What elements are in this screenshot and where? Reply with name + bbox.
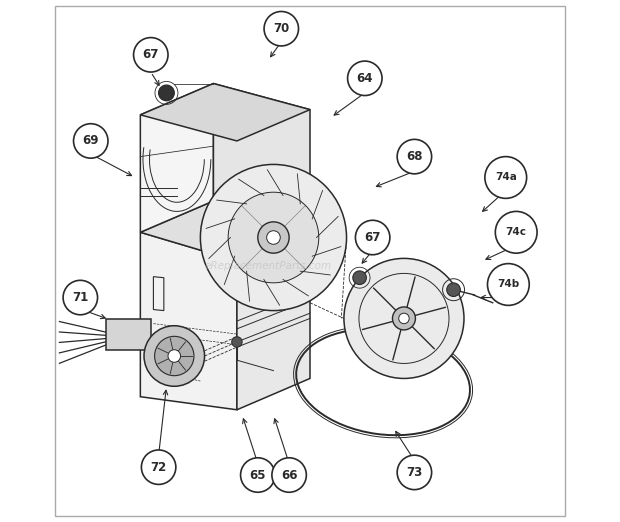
Circle shape [228, 192, 319, 283]
Text: 74b: 74b [497, 279, 520, 290]
Circle shape [154, 336, 194, 376]
Text: 73: 73 [406, 466, 422, 479]
Polygon shape [107, 319, 151, 350]
Circle shape [200, 164, 347, 311]
Circle shape [397, 139, 432, 174]
Circle shape [141, 450, 176, 484]
Text: 74c: 74c [506, 227, 527, 238]
Polygon shape [140, 232, 237, 410]
Circle shape [133, 38, 168, 72]
Polygon shape [140, 201, 310, 261]
Text: 67: 67 [143, 49, 159, 61]
Text: 65: 65 [249, 469, 266, 481]
Text: 74a: 74a [495, 172, 516, 183]
Polygon shape [140, 84, 310, 141]
Circle shape [144, 326, 205, 386]
Text: 72: 72 [151, 461, 167, 473]
Text: 71: 71 [72, 291, 89, 304]
Polygon shape [237, 230, 310, 410]
Circle shape [264, 11, 298, 46]
Circle shape [258, 222, 289, 253]
Circle shape [399, 313, 409, 324]
Circle shape [485, 157, 526, 198]
Text: 69: 69 [82, 135, 99, 147]
Text: 70: 70 [273, 22, 290, 35]
Text: 66: 66 [281, 469, 298, 481]
Circle shape [495, 211, 537, 253]
Circle shape [447, 283, 460, 296]
Text: 68: 68 [406, 150, 423, 163]
Polygon shape [140, 84, 213, 232]
Circle shape [397, 455, 432, 490]
Polygon shape [213, 84, 310, 230]
Circle shape [487, 264, 529, 305]
Circle shape [241, 458, 275, 492]
Circle shape [392, 307, 415, 330]
Circle shape [353, 271, 366, 284]
Circle shape [344, 258, 464, 378]
Text: 64: 64 [356, 72, 373, 85]
Circle shape [232, 337, 242, 347]
Circle shape [267, 231, 280, 244]
Circle shape [272, 458, 306, 492]
Text: eReplacementParts.com: eReplacementParts.com [205, 261, 332, 271]
Circle shape [355, 220, 390, 255]
Circle shape [348, 61, 382, 96]
Circle shape [63, 280, 97, 315]
Circle shape [168, 350, 180, 362]
Text: 67: 67 [365, 231, 381, 244]
Circle shape [159, 85, 174, 101]
Circle shape [74, 124, 108, 158]
